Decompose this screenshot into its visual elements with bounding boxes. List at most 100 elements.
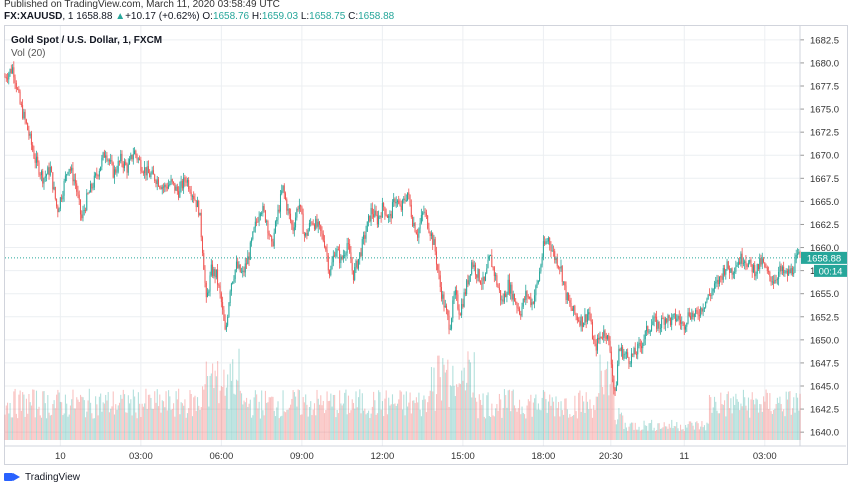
volume-bar xyxy=(381,401,383,440)
candle-body xyxy=(517,307,519,309)
candle-body xyxy=(235,261,237,270)
volume-bar xyxy=(48,412,50,440)
candle-body xyxy=(24,111,26,120)
volume-bar xyxy=(495,408,497,440)
volume-bar xyxy=(541,397,543,440)
volume-bar xyxy=(652,430,654,440)
volume-bar xyxy=(14,388,16,440)
volume-bar xyxy=(756,399,758,440)
volume-bar xyxy=(220,385,222,440)
volume-bar xyxy=(754,404,756,440)
volume-bar xyxy=(427,402,429,440)
candle-body xyxy=(565,285,567,301)
volume-bar xyxy=(116,409,118,440)
volume-bar xyxy=(149,394,151,440)
volume-bar xyxy=(729,408,731,440)
candle-body xyxy=(384,207,386,215)
volume-bar xyxy=(191,416,194,440)
volume-bar xyxy=(718,413,721,440)
candle-body xyxy=(407,192,409,201)
volume-bar xyxy=(535,394,537,440)
candle-body xyxy=(518,308,520,314)
candle-body xyxy=(66,174,68,176)
volume-bar xyxy=(203,389,205,440)
volume-bar xyxy=(120,394,122,440)
last-price: 1658.88 xyxy=(76,11,113,22)
volume-bar xyxy=(503,389,505,440)
volume-bar xyxy=(505,395,507,440)
candle-body xyxy=(171,179,173,182)
volume-bar xyxy=(612,379,614,440)
candle-body xyxy=(144,167,146,174)
volume-bar xyxy=(164,407,166,440)
chart-frame[interactable] xyxy=(4,25,848,465)
volume-bar xyxy=(560,401,562,440)
volume-bar xyxy=(451,386,453,440)
candle-body xyxy=(365,231,367,239)
volume-bar xyxy=(691,422,693,440)
candle-body xyxy=(244,263,246,273)
candle-body xyxy=(105,155,107,158)
volume-bar xyxy=(590,408,592,440)
volume-bar xyxy=(320,395,322,440)
candle-body xyxy=(183,177,185,189)
candle-body xyxy=(298,204,300,210)
candle-body xyxy=(594,340,596,344)
candle-body xyxy=(703,307,705,309)
volume-bar xyxy=(308,406,311,440)
candle-body xyxy=(610,351,612,365)
candle-body xyxy=(347,243,349,245)
candle-body xyxy=(25,119,27,124)
volume-bar xyxy=(278,418,280,440)
candle-body xyxy=(283,185,285,194)
volume-bar xyxy=(207,376,209,440)
volume-bar xyxy=(651,419,653,440)
candle-body xyxy=(149,173,151,178)
candle-body xyxy=(520,313,522,316)
candle-body xyxy=(274,221,276,233)
volume-bar xyxy=(193,397,195,440)
candle-body xyxy=(223,309,225,321)
volume-bar xyxy=(363,410,365,440)
volume-bar xyxy=(474,397,477,440)
volume-bar xyxy=(770,411,772,440)
candle-body xyxy=(488,255,490,260)
volume-bar xyxy=(731,413,733,440)
candle-body xyxy=(424,211,426,213)
volume-bar xyxy=(222,386,224,440)
volume-bar xyxy=(110,408,112,440)
candle-body xyxy=(368,215,370,222)
candle-body xyxy=(141,170,143,173)
candle-body xyxy=(537,280,539,283)
volume-bar xyxy=(624,422,626,440)
candle-body xyxy=(535,285,537,296)
volume-bar xyxy=(501,417,503,440)
candle-body xyxy=(490,255,492,256)
candle-body xyxy=(361,239,363,256)
volume-bar xyxy=(318,404,321,440)
candle-body xyxy=(642,343,644,349)
volume-bar xyxy=(658,423,660,440)
candle-body xyxy=(310,222,312,224)
volume-bar xyxy=(454,396,456,440)
ohlc-line: FX:XAUUSD, 1 1658.88 ▲+10.17 (+0.62%) O:… xyxy=(4,11,395,22)
candle-body xyxy=(456,290,458,295)
volume-bar xyxy=(178,388,180,440)
volume-bar xyxy=(34,417,36,440)
candle-body xyxy=(356,260,358,269)
candle-body xyxy=(700,307,702,316)
close-label: C: xyxy=(348,11,359,22)
volume-bar xyxy=(150,397,152,440)
volume-bar xyxy=(502,407,504,440)
candle-body xyxy=(122,163,124,169)
candle-body xyxy=(730,268,732,273)
candle-body xyxy=(269,235,271,237)
candle-body xyxy=(697,311,699,316)
volume-bar xyxy=(180,402,182,440)
candle-body xyxy=(93,175,95,188)
volume-bar xyxy=(744,397,746,440)
volume-bar xyxy=(125,412,127,440)
volume-bar xyxy=(710,397,712,440)
volume-bar xyxy=(720,392,722,440)
